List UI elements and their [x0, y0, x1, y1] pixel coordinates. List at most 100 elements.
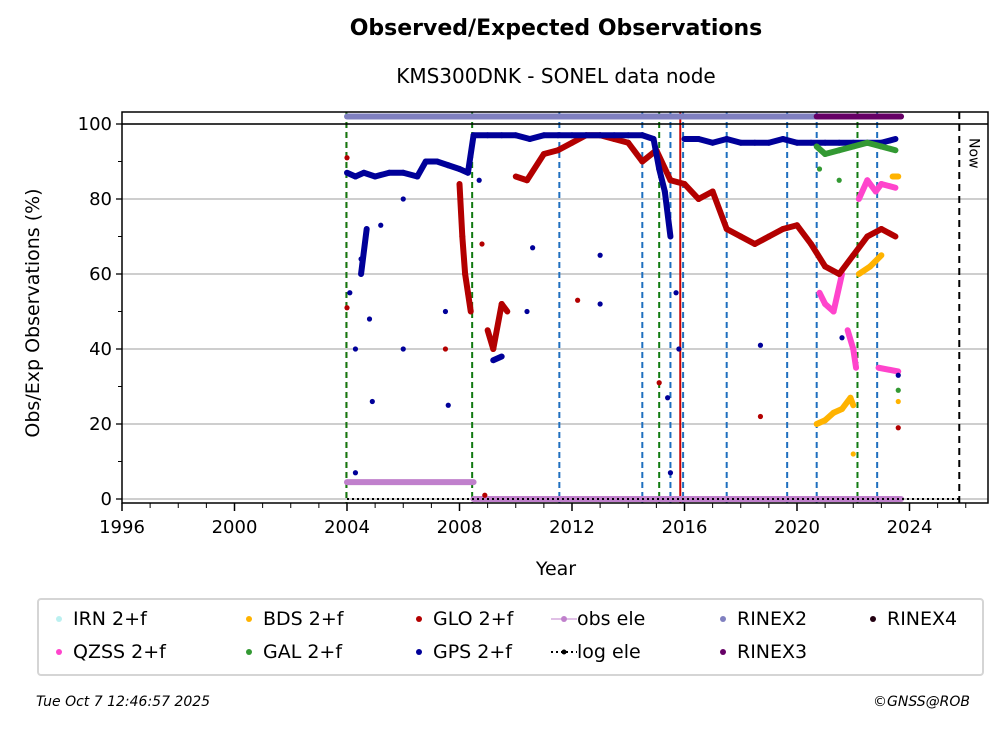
- data-point-gps: [400, 346, 406, 352]
- data-point-gps: [378, 222, 384, 228]
- x-tick-label: 1996: [99, 517, 145, 538]
- data-band-glo: [709, 188, 730, 232]
- chart-svg: Now 0 20 40 60 80 100 1996 2000 2004 2008 2012 2016…: [22, 111, 989, 580]
- legend-entry: QZSS 2+f: [47, 639, 166, 665]
- x-tick-label: 2024: [887, 517, 933, 538]
- legend-marker-icon: [237, 639, 263, 665]
- x-tick-label: 2020: [774, 517, 820, 538]
- y-tick-label: 60: [89, 264, 112, 285]
- data-point-gps: [673, 290, 679, 296]
- data-band-gps: [661, 188, 674, 240]
- data-point-gps: [442, 308, 449, 315]
- data-point-gps: [839, 335, 845, 341]
- data-band-qzss: [878, 181, 899, 191]
- data-point-gps: [445, 402, 451, 408]
- legend-label: GLO 2+f: [433, 608, 514, 630]
- legend-label: obs ele: [577, 608, 646, 630]
- data-point-glo: [656, 380, 662, 386]
- legend-entry: log ele: [551, 639, 641, 665]
- legend-marker-icon: [407, 606, 433, 632]
- x-tick-label: 2012: [549, 517, 595, 538]
- data-point-gps: [665, 395, 671, 401]
- legend-marker-icon: [551, 639, 577, 665]
- data-band-glo: [794, 222, 815, 247]
- data-point-gps: [667, 470, 674, 476]
- x-tick-label: 2000: [212, 517, 258, 538]
- legend-entry: GPS 2+f: [407, 639, 512, 665]
- y-axis-label: Obs/Exp Observations (%): [22, 188, 44, 437]
- x-tick-label: 2016: [662, 517, 708, 538]
- now-label: Now: [965, 138, 981, 169]
- legend-label: IRN 2+f: [73, 608, 147, 630]
- data-point-glo: [344, 155, 350, 161]
- legend-marker-icon: [237, 606, 263, 632]
- event-lines: [345, 112, 879, 503]
- legend-label: BDS 2+f: [263, 608, 344, 630]
- data-point-gps: [352, 346, 359, 352]
- legend-label: log ele: [577, 641, 641, 663]
- legend-entry: obs ele: [551, 606, 645, 632]
- data-band-gps: [464, 132, 477, 176]
- data-point-glo: [757, 413, 764, 420]
- data-band-glo: [464, 289, 474, 315]
- data-band-gps: [650, 136, 663, 172]
- legend: IRN 2+f QZSS 2+f BDS 2+f GAL 2+f GLO 2+f GPS …: [37, 598, 984, 676]
- data-point-gps: [400, 196, 406, 202]
- data-point-gps: [369, 398, 375, 405]
- footer-copyright: ©GNSS@ROB: [873, 694, 970, 710]
- y-tick-label: 40: [89, 339, 112, 360]
- data-point-gps: [366, 316, 373, 322]
- data-band-glo: [681, 181, 702, 202]
- legend-marker-icon: [551, 606, 577, 632]
- data-point-bds: [895, 398, 901, 405]
- legend-entry: GLO 2+f: [407, 606, 513, 632]
- data-point-glo: [479, 241, 485, 247]
- chart-title: Observed/Expected Observations: [349, 16, 763, 41]
- legend-entry: IRN 2+f: [47, 606, 147, 632]
- legend-label: QZSS 2+f: [73, 641, 166, 663]
- legend-marker-icon: [861, 606, 887, 632]
- data-band-glo: [498, 301, 511, 315]
- legend-entry: BDS 2+f: [237, 606, 343, 632]
- data-point-gps: [524, 308, 530, 315]
- data-band-qzss: [875, 364, 902, 375]
- data-point-gal: [895, 387, 901, 393]
- data-band-glo: [625, 139, 646, 165]
- legend-entry: RINEX3: [711, 639, 807, 665]
- legend-marker-icon: [711, 639, 737, 665]
- data-point-glo: [442, 346, 449, 352]
- data-point-gps: [597, 252, 603, 258]
- data-band-glo: [878, 226, 899, 240]
- data-band-qzss: [850, 346, 860, 371]
- chart-subtitle: KMS300DNK - SONEL data node: [396, 64, 716, 88]
- footer-timestamp: Tue Oct 7 12:46:57 2025: [36, 694, 211, 710]
- legend-marker-icon: [407, 639, 433, 665]
- legend-marker-icon: [47, 639, 73, 665]
- data-band-gps: [490, 353, 505, 364]
- legend-label: RINEX4: [887, 608, 958, 630]
- data-band-bds: [867, 252, 885, 270]
- y-tick-label: 0: [101, 489, 112, 510]
- data-point-gps: [347, 290, 353, 296]
- legend-marker-icon: [711, 606, 737, 632]
- x-tick-label: 2008: [437, 517, 483, 538]
- y-tick-label: 100: [78, 114, 112, 135]
- plot-frame: [121, 111, 989, 504]
- data-point-gps: [676, 346, 682, 352]
- data-point-glo: [575, 297, 581, 303]
- data-point-gal: [816, 166, 823, 172]
- x-axis-label: Year: [535, 558, 576, 580]
- data-band-glo: [490, 301, 505, 352]
- data-point-gps: [757, 342, 764, 348]
- data-band-gps: [878, 136, 899, 146]
- data-point-gps: [895, 372, 901, 378]
- data-band-glo: [459, 233, 469, 277]
- legend-label: GAL 2+f: [263, 641, 343, 663]
- data-point-gps: [597, 301, 603, 307]
- data-point-gps: [476, 177, 482, 183]
- y-tick-label: 80: [89, 189, 112, 210]
- data-band-gps: [358, 226, 370, 277]
- data-point-glo: [482, 492, 488, 498]
- data-band-glo: [456, 181, 466, 240]
- data-point-gps: [352, 470, 359, 476]
